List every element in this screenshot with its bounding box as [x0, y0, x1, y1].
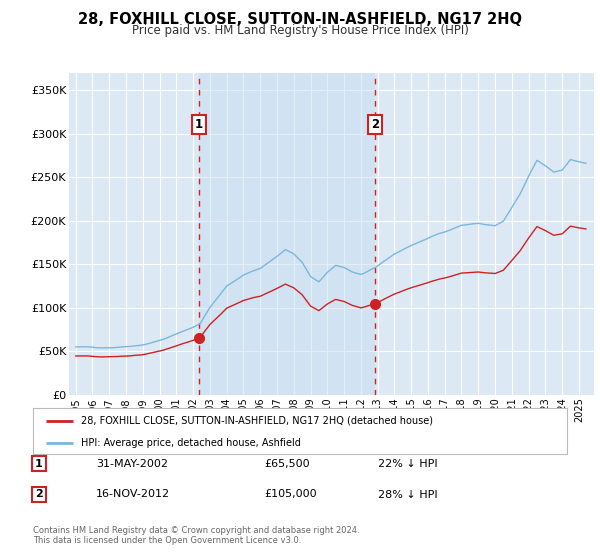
Text: 28, FOXHILL CLOSE, SUTTON-IN-ASHFIELD, NG17 2HQ (detached house): 28, FOXHILL CLOSE, SUTTON-IN-ASHFIELD, N… — [81, 416, 433, 426]
Text: Contains HM Land Registry data © Crown copyright and database right 2024.: Contains HM Land Registry data © Crown c… — [33, 526, 359, 535]
Text: HPI: Average price, detached house, Ashfield: HPI: Average price, detached house, Ashf… — [81, 438, 301, 449]
Text: 2: 2 — [35, 489, 43, 500]
Text: 28% ↓ HPI: 28% ↓ HPI — [378, 489, 437, 500]
Text: 31-MAY-2002: 31-MAY-2002 — [96, 459, 168, 469]
Text: 16-NOV-2012: 16-NOV-2012 — [96, 489, 170, 500]
Text: This data is licensed under the Open Government Licence v3.0.: This data is licensed under the Open Gov… — [33, 536, 301, 545]
Text: Price paid vs. HM Land Registry's House Price Index (HPI): Price paid vs. HM Land Registry's House … — [131, 24, 469, 37]
Text: £105,000: £105,000 — [264, 489, 317, 500]
Text: 28, FOXHILL CLOSE, SUTTON-IN-ASHFIELD, NG17 2HQ: 28, FOXHILL CLOSE, SUTTON-IN-ASHFIELD, N… — [78, 12, 522, 27]
Text: 1: 1 — [35, 459, 43, 469]
Text: 2: 2 — [371, 118, 379, 131]
Bar — [199, 73, 375, 395]
Text: £65,500: £65,500 — [264, 459, 310, 469]
Text: 22% ↓ HPI: 22% ↓ HPI — [378, 459, 437, 469]
Text: 1: 1 — [194, 118, 203, 131]
